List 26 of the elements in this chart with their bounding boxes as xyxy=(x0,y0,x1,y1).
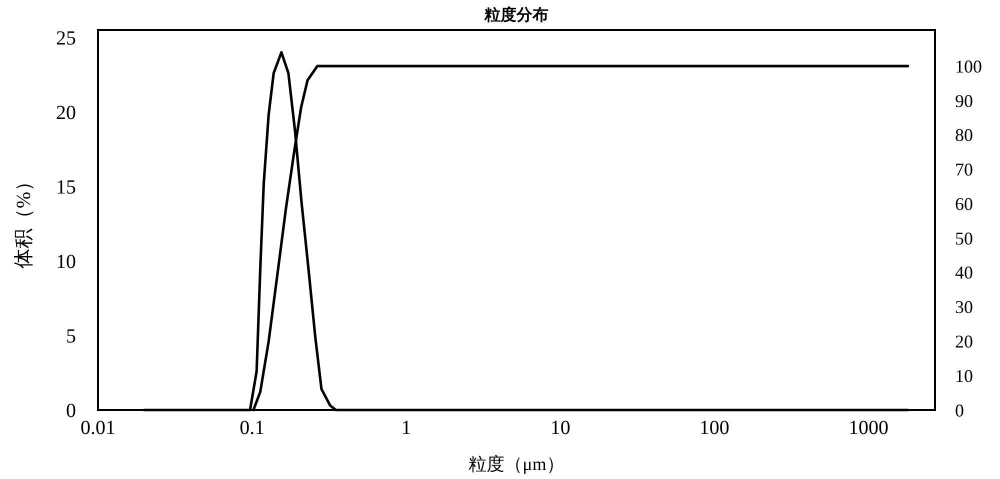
x-tick-label: 1000 xyxy=(848,417,889,439)
y2-tick-label: 10 xyxy=(955,366,973,386)
y2-tick-label: 100 xyxy=(955,56,982,76)
y2-tick-label: 40 xyxy=(955,262,973,283)
x-tick-label: 0.01 xyxy=(80,417,116,439)
y2-tick-label: 90 xyxy=(955,90,973,111)
x-tick-label: 100 xyxy=(699,417,730,439)
y2-tick-label: 0 xyxy=(955,400,964,420)
y-tick-label: 25 xyxy=(56,27,76,50)
y-tick-label: 5 xyxy=(66,325,76,348)
y-tick-label: 20 xyxy=(56,102,76,124)
y-tick-label: 0 xyxy=(66,400,76,422)
x-tick-label: 0.1 xyxy=(240,417,265,439)
x-tick-label: 10 xyxy=(550,417,570,439)
y2-tick-label: 80 xyxy=(955,125,973,146)
y2-tick-label: 50 xyxy=(955,228,973,248)
x-tick-label: 1 xyxy=(401,417,412,439)
y2-tick-label: 70 xyxy=(955,160,973,180)
chart-title: 粒度分布 xyxy=(484,5,548,24)
y2-tick-label: 60 xyxy=(955,194,973,214)
x-axis-title: 粒度（μm） xyxy=(468,454,564,474)
y-tick-label: 10 xyxy=(56,250,76,273)
y2-tick-label: 20 xyxy=(955,332,973,352)
y2-tick-label: 30 xyxy=(955,297,973,318)
y-axis-title: 体积（%） xyxy=(13,172,35,268)
y-tick-label: 15 xyxy=(56,176,76,198)
